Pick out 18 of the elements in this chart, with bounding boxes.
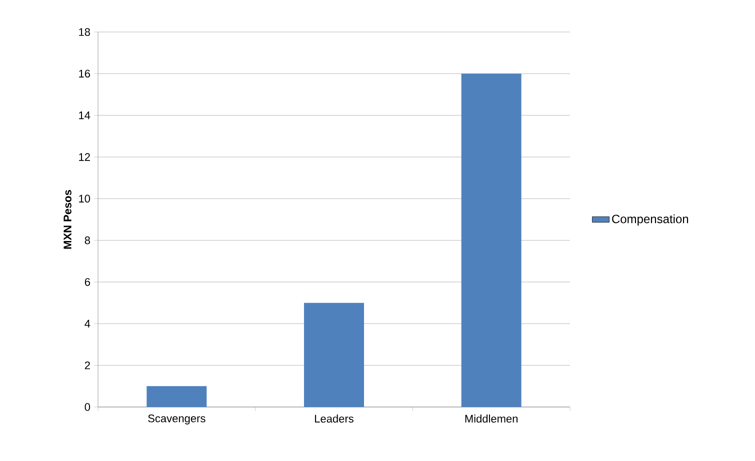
y-tick-label: 18 [79, 28, 90, 36]
y-tick-label: 6 [84, 278, 90, 286]
y-tick-label: 14 [79, 112, 90, 120]
x-tick-label: Middlemen [465, 414, 518, 423]
bar [304, 302, 364, 407]
x-tick-label: Leaders [315, 414, 354, 423]
bar [461, 74, 522, 407]
y-tick-label: 12 [79, 153, 90, 161]
y-axis-title: MXN Pesos [64, 190, 72, 249]
y-tick-label: 4 [84, 320, 90, 328]
legend-label: Compensation [612, 214, 688, 226]
y-tick-label: 10 [79, 194, 90, 203]
x-tick-label: Scavengers [148, 414, 206, 424]
y-tick-label: 0 [84, 403, 90, 411]
bar [146, 386, 207, 407]
y-tick-label: 2 [84, 361, 90, 370]
y-tick-label: 8 [84, 236, 90, 244]
y-tick-label: 16 [79, 70, 90, 78]
